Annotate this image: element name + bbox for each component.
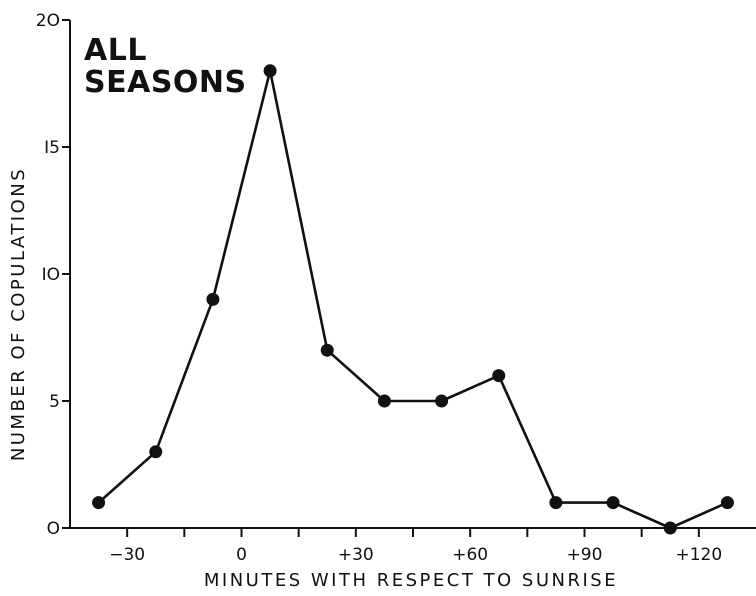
y-tick-label: I5 [44,138,60,158]
series [92,64,734,535]
y-tick-label: 2O [36,11,60,31]
y-tick-label: 5 [49,392,60,412]
data-point [492,369,506,383]
data-point [263,64,277,78]
data-point [663,521,677,535]
y-axis-title: NUMBER OF COPULATIONS [8,167,29,461]
x-tick-label: −30 [109,545,145,565]
y-tick-label: O [47,519,60,539]
x-tick-label: 0 [236,545,247,565]
ticks: −30 0 +30 +60 +90 +120 O 5 IO I5 2O [36,11,722,565]
data-point [149,445,163,459]
chart-title: ALL SEASONS [84,33,247,100]
x-tick-label: +60 [452,545,488,565]
data-point [320,343,334,357]
x-tick-label: +120 [675,545,722,565]
series-line [97,69,728,530]
data-point [435,394,449,408]
x-tick-label: +30 [338,545,374,565]
x-axis-title: MINUTES WITH RESPECT TO SUNRISE [204,570,618,591]
data-point [720,496,734,510]
x-tick-label: +90 [567,545,603,565]
data-point [549,496,563,510]
data-point [606,496,620,510]
chart-title-line: SEASONS [84,65,247,100]
data-point [92,496,106,510]
chart-title-line: ALL [84,33,147,68]
data-point [206,292,220,306]
data-point [377,394,391,408]
y-tick-label: IO [42,265,60,285]
